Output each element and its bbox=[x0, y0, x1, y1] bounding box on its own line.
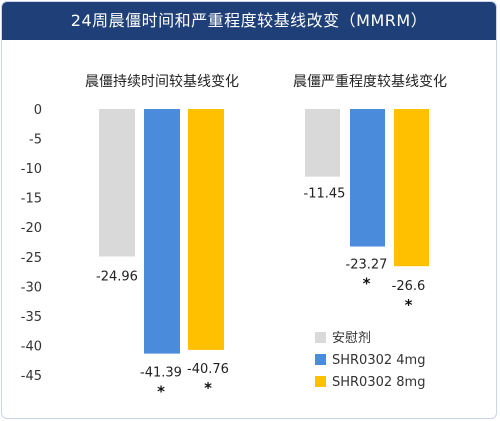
chart-title: 24周晨僵时间和严重程度较基线改变（MMRM） bbox=[70, 11, 428, 30]
y-tick-label: -30 bbox=[21, 280, 42, 295]
data-label: -23.27 bbox=[346, 258, 388, 273]
significance-star: * bbox=[204, 379, 212, 397]
y-tick-label: -15 bbox=[21, 192, 42, 207]
bar bbox=[188, 109, 224, 350]
bar bbox=[394, 109, 429, 267]
bar bbox=[350, 109, 385, 247]
y-tick-label: -10 bbox=[21, 162, 42, 177]
legend-label: SHR0302 8mg bbox=[332, 375, 425, 390]
legend-label: 安慰剂 bbox=[332, 331, 371, 346]
data-label: -26.6 bbox=[392, 279, 426, 294]
legend-swatch bbox=[315, 354, 326, 365]
y-tick-label: -5 bbox=[29, 133, 42, 148]
bar bbox=[99, 109, 135, 257]
panel-title: 晨僵严重程度较基线变化 bbox=[293, 73, 447, 90]
y-tick-label: -20 bbox=[21, 221, 42, 236]
data-label: -40.76 bbox=[187, 362, 229, 377]
panel-title: 晨僵持续时间较基线变化 bbox=[85, 73, 239, 90]
bar bbox=[144, 109, 180, 354]
significance-star: * bbox=[363, 275, 371, 293]
data-label: -41.39 bbox=[140, 366, 182, 381]
legend-label: SHR0302 4mg bbox=[332, 353, 425, 368]
significance-star: * bbox=[157, 383, 165, 401]
bar bbox=[305, 109, 340, 177]
y-tick-label: -35 bbox=[21, 310, 42, 325]
data-label: -24.96 bbox=[96, 270, 138, 285]
chart-header: 24周晨僵时间和严重程度较基线改变（MMRM） bbox=[2, 2, 496, 40]
legend-swatch bbox=[315, 332, 326, 343]
y-tick-label: -25 bbox=[21, 251, 42, 266]
y-tick-label: -45 bbox=[21, 369, 42, 384]
y-tick-label: 0 bbox=[34, 103, 42, 118]
legend-swatch bbox=[315, 376, 326, 387]
data-label: -11.45 bbox=[304, 187, 346, 202]
significance-star: * bbox=[405, 296, 413, 314]
y-tick-label: -40 bbox=[21, 339, 42, 354]
